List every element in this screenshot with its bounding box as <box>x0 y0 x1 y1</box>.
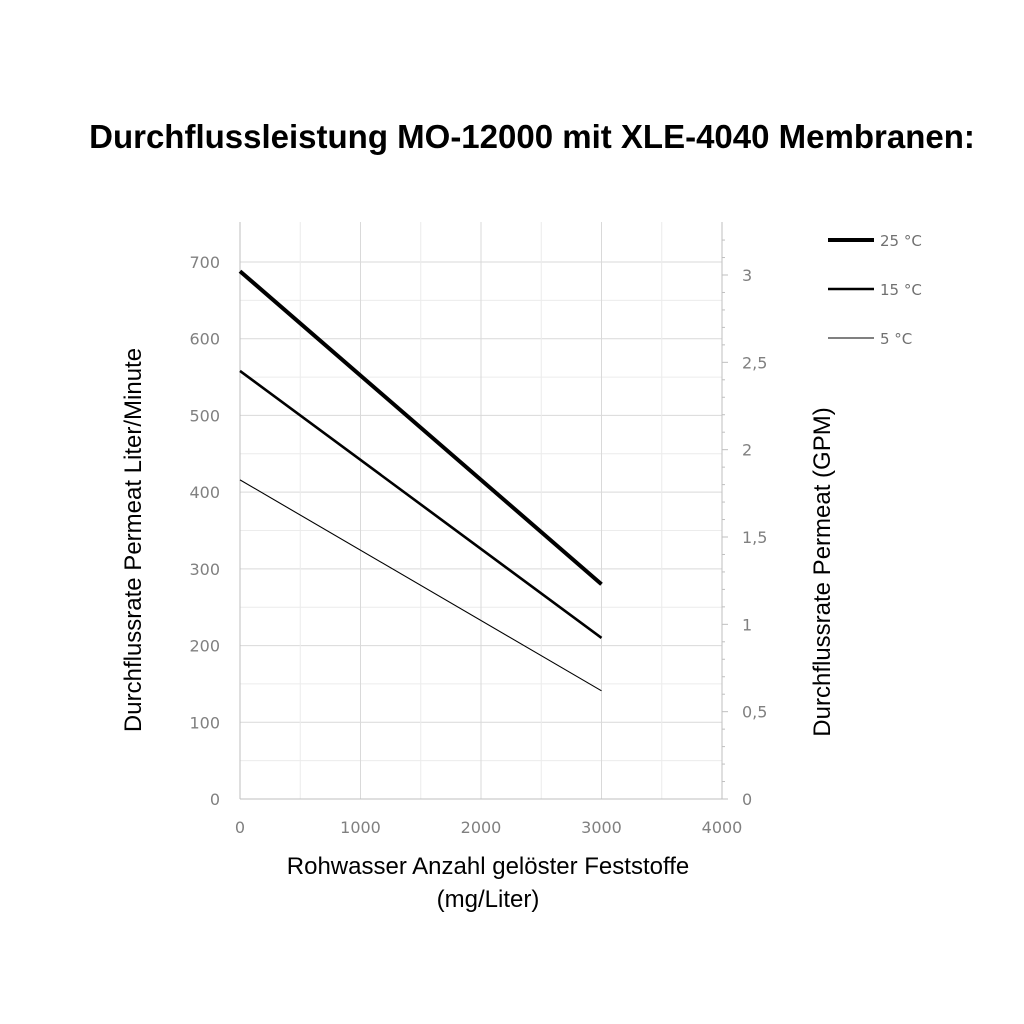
y-tick-label: 100 <box>189 713 220 732</box>
y2-tick-label: 2 <box>742 441 752 460</box>
y2-tick-label: 3 <box>742 266 752 285</box>
y-tick-label: 400 <box>189 483 220 502</box>
y-tick-label: 0 <box>210 790 220 809</box>
chart-title: Durchflussleistung MO-12000 mit XLE-4040… <box>89 118 975 155</box>
y2-axis-title: Durchflussrate Permeat (GPM) <box>809 407 836 736</box>
legend-label: 5 °C <box>880 330 912 348</box>
y2-tick-label: 0,5 <box>742 703 767 722</box>
y-tick-label: 500 <box>189 406 220 425</box>
x-axis-title-line2: (mg/Liter) <box>437 886 540 913</box>
legend: 25 °C 15 °C 5 °C <box>828 232 922 348</box>
y2-tick-label: 1,5 <box>742 528 767 547</box>
x-tick-label: 1000 <box>340 818 381 837</box>
axes <box>239 222 728 800</box>
series-lines <box>238 269 603 692</box>
x-axis-title-line1: Rohwasser Anzahl gelöster Feststoffe <box>287 853 689 880</box>
y-tick-label: 700 <box>189 253 220 272</box>
y-tick-label: 300 <box>189 560 220 579</box>
x-tick-label: 4000 <box>702 818 743 837</box>
y-tick-label: 600 <box>189 330 220 349</box>
x-tick-label: 3000 <box>581 818 622 837</box>
y2-tick-label: 0 <box>742 790 752 809</box>
tick-labels: 0 100 200 300 400 500 600 700 0 1000 2000 3000 4000 0… <box>189 253 767 837</box>
series-line-1 <box>238 269 603 586</box>
legend-label: 25 °C <box>880 232 922 250</box>
y2-tick-label: 2,5 <box>742 353 767 372</box>
x-tick-label: 2000 <box>461 818 502 837</box>
y2-tick-label: 1 <box>742 615 752 634</box>
series-line-2 <box>239 369 603 639</box>
gridlines <box>239 222 723 800</box>
y-tick-label: 200 <box>189 637 220 656</box>
y-axis-title: Durchflussrate Permeat Liter/Minute <box>120 348 147 732</box>
legend-label: 15 °C <box>880 281 922 299</box>
series-line-3 <box>239 479 602 692</box>
x-tick-label: 0 <box>235 818 245 837</box>
